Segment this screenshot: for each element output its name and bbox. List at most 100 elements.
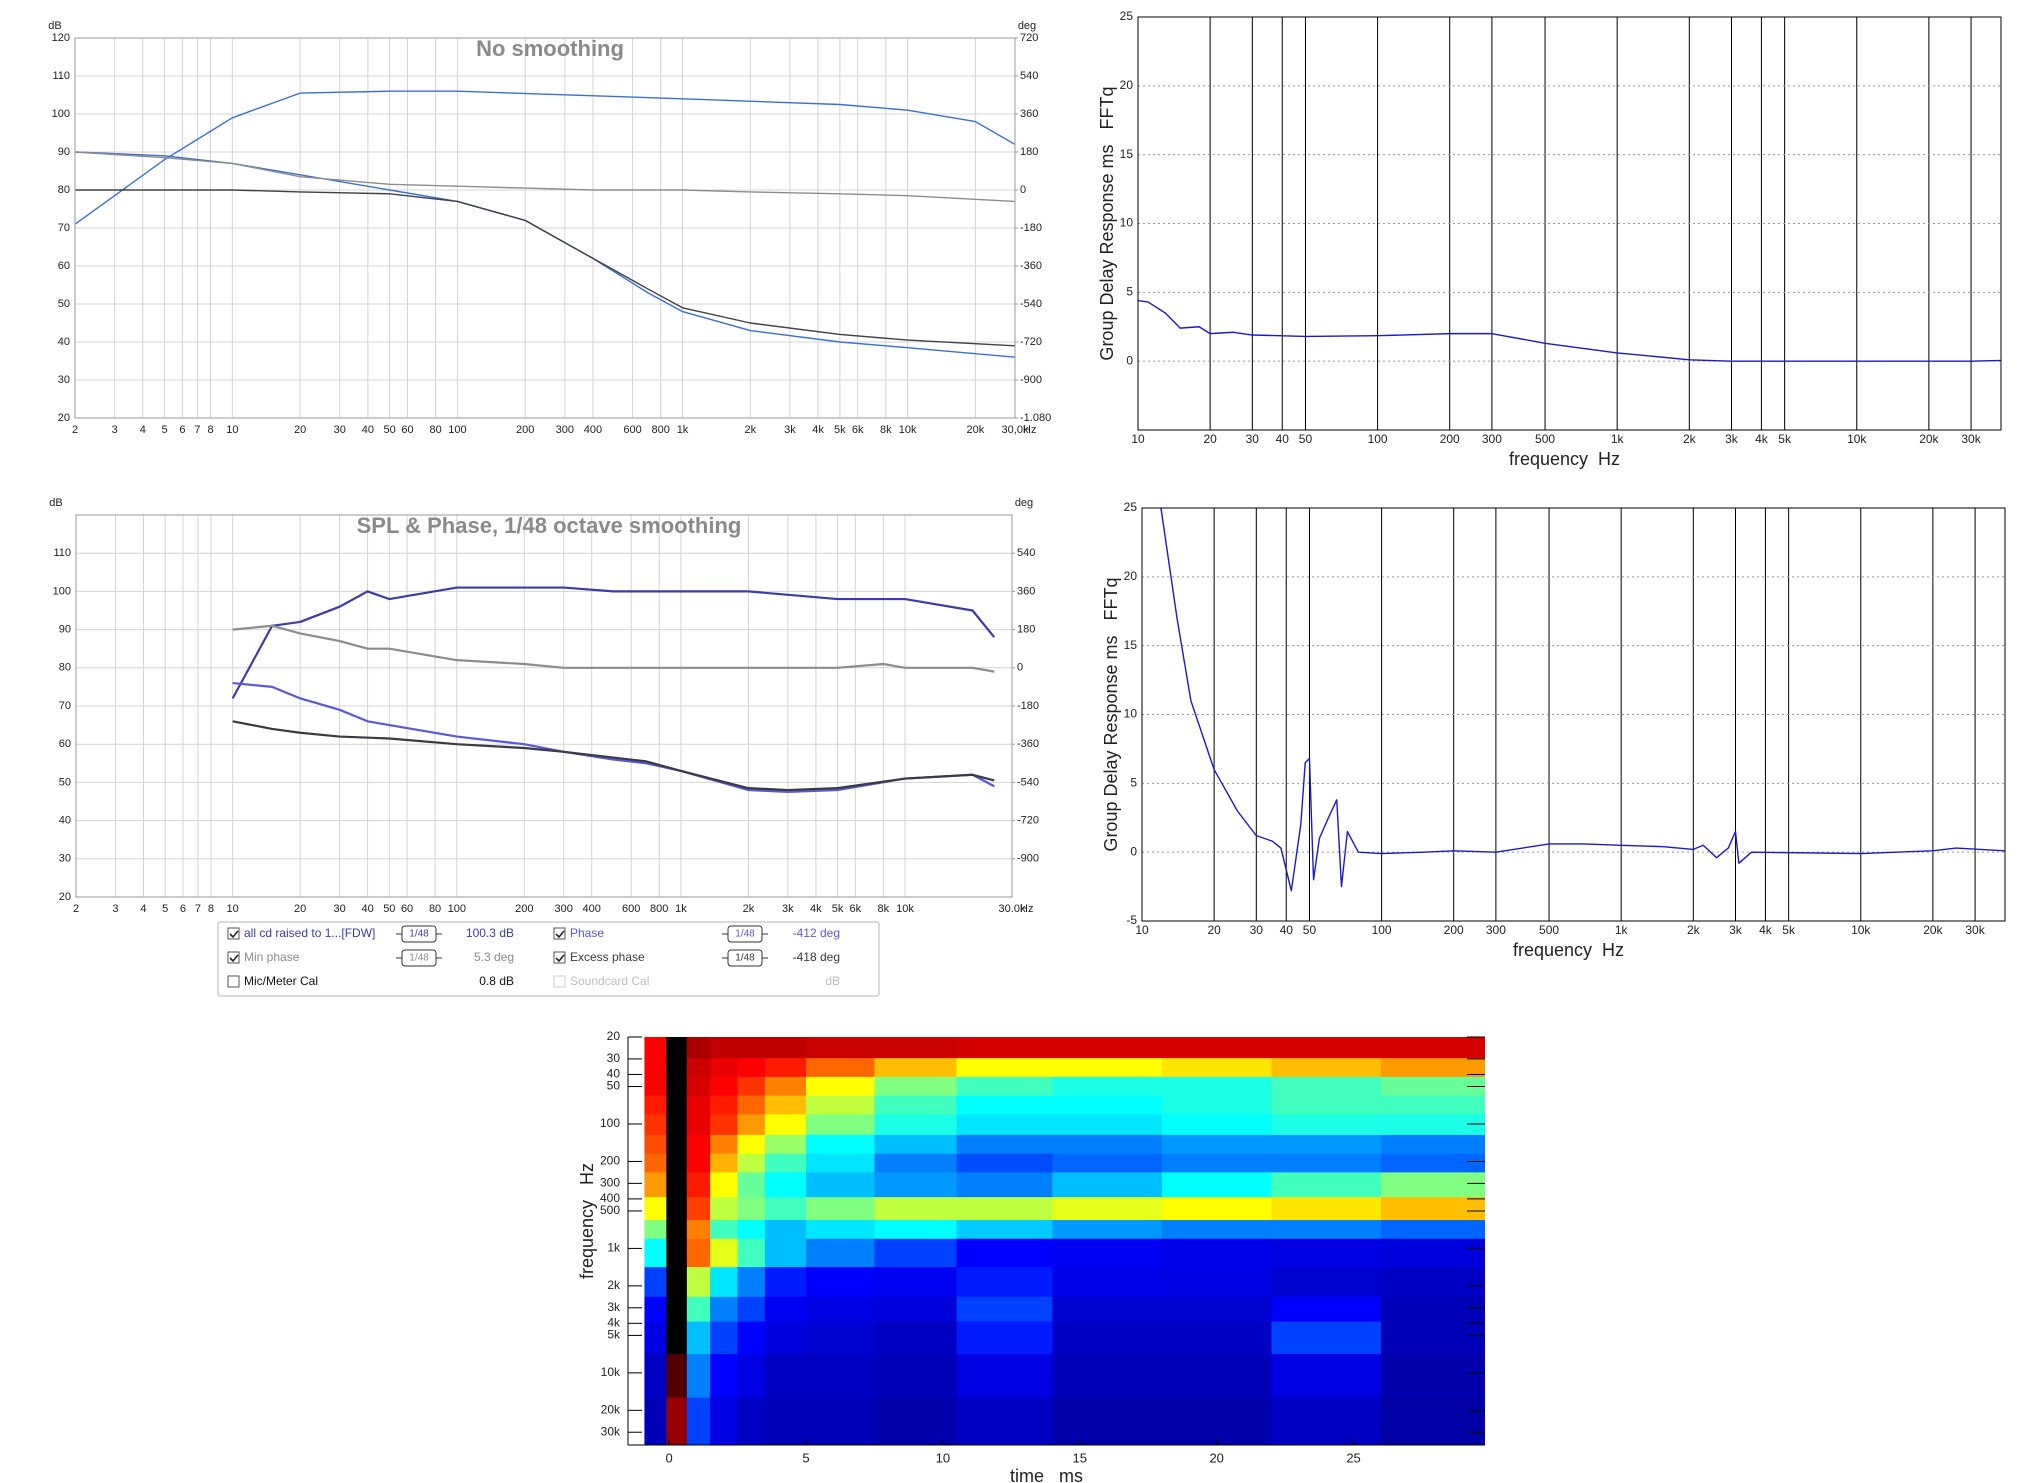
heat-cell <box>764 1354 807 1399</box>
heat-cell <box>956 1197 1053 1221</box>
y-tick-label: 10 <box>1120 216 1134 230</box>
heat-cell <box>1161 1321 1272 1355</box>
heat-cell <box>737 1114 766 1136</box>
heat-cell <box>1161 1095 1272 1115</box>
heat-cell <box>1380 1220 1485 1240</box>
heat-cell <box>956 1172 1053 1198</box>
y-tick-label: 5 <box>1126 285 1133 299</box>
x-tick-label: 10 <box>226 424 238 436</box>
heat-cell <box>1380 1058 1485 1078</box>
heat-cell <box>1052 1267 1163 1298</box>
x-tick-label: 100 <box>448 424 466 436</box>
series-line <box>231 586 996 699</box>
x-tick-label: 50 <box>1303 923 1317 937</box>
heat-cell <box>1271 1354 1382 1399</box>
heat-cell <box>644 1153 667 1173</box>
heat-cell <box>956 1238 1053 1268</box>
legend-checkbox[interactable] <box>553 975 566 988</box>
y2-tick-label: -1.080 <box>1020 412 1051 424</box>
y-tick-label: 60 <box>59 738 71 750</box>
heat-cell <box>710 1037 739 1059</box>
legend-checkbox[interactable] <box>553 951 566 964</box>
heat-cell <box>737 1058 766 1078</box>
heat-cell <box>874 1354 958 1399</box>
legend-checkbox[interactable] <box>227 927 240 940</box>
heat-cell <box>644 1172 667 1198</box>
heat-cell <box>805 1220 875 1240</box>
x-tick-label: 3 <box>112 903 118 915</box>
y-tick-label: 20 <box>58 412 70 424</box>
x-tick-label: 30k <box>1965 923 1985 937</box>
x-tick-label: 800 <box>652 424 670 436</box>
heat-cell <box>1271 1153 1382 1173</box>
legend-label: Mic/Meter Cal <box>244 974 318 988</box>
series-line <box>75 151 1015 203</box>
x-tick-label: 30.0k <box>999 903 1026 915</box>
smoothing-value: 1/48 <box>409 953 429 964</box>
heat-cell <box>666 1354 688 1399</box>
x-tick-label: 2 <box>73 903 79 915</box>
heat-cell <box>1052 1172 1163 1198</box>
heat-cell <box>1271 1321 1382 1355</box>
x-tick-label: 30 <box>333 903 345 915</box>
smoothing-value: 1/48 <box>735 929 755 940</box>
y2-tick-label: 540 <box>1020 70 1038 82</box>
heat-cell <box>666 1095 688 1115</box>
heat-cell <box>644 1058 667 1078</box>
heat-cell <box>644 1220 667 1240</box>
heat-cell <box>805 1058 875 1078</box>
x-tick-label: 300 <box>556 424 574 436</box>
y2-tick-label: -180 <box>1017 700 1039 712</box>
y-tick-label: 10 <box>1124 707 1138 721</box>
x-tick-label: 0 <box>665 1450 672 1465</box>
heat-cell <box>874 1321 958 1355</box>
y-tick-label: 40 <box>59 815 71 827</box>
x-tick-label: 20 <box>1203 432 1217 446</box>
x-tick-label: 4 <box>140 903 146 915</box>
legend-checkbox[interactable] <box>227 975 240 988</box>
chart-title: No smoothing <box>476 36 624 61</box>
heat-cell <box>1052 1238 1163 1268</box>
heat-cell <box>764 1197 807 1221</box>
heat-cell <box>1380 1037 1485 1059</box>
heat-cell <box>1161 1197 1272 1221</box>
x-tick-label: 40 <box>1280 923 1294 937</box>
heat-cell <box>1380 1114 1485 1136</box>
x-tick-label: 10k <box>1851 923 1871 937</box>
series-line <box>75 189 1015 347</box>
heat-cell <box>686 1114 711 1136</box>
x-tick-label: 3 <box>112 424 118 436</box>
x-tick-label: 2 <box>72 424 78 436</box>
y-tick-label: 1k <box>607 1241 621 1255</box>
x-tick-label: 20 <box>1207 923 1221 937</box>
heat-cell <box>1052 1058 1163 1078</box>
plot-frame <box>74 37 1016 419</box>
legend-checkbox[interactable] <box>553 927 566 940</box>
y2-tick-label: -540 <box>1020 298 1042 310</box>
heat-cell <box>1271 1197 1382 1221</box>
x-tick-label: 4k <box>812 424 824 436</box>
heat-cell <box>1380 1134 1485 1155</box>
legend-checkbox[interactable] <box>227 951 240 964</box>
heat-cell <box>874 1267 958 1298</box>
heat-cell <box>686 1296 711 1323</box>
heat-cell <box>710 1321 739 1355</box>
heat-cell <box>1271 1134 1382 1155</box>
heat-cell <box>710 1354 739 1399</box>
x-tick-label: 5k <box>832 903 844 915</box>
heat-cell <box>764 1267 807 1298</box>
y-tick-label: 40 <box>58 336 70 348</box>
legend-readout: dB <box>825 974 840 988</box>
heat-cell <box>764 1058 807 1078</box>
heat-cell <box>956 1153 1053 1173</box>
heat-cell <box>956 1134 1053 1155</box>
y2-tick-label: -540 <box>1017 776 1039 788</box>
heat-cell <box>1052 1321 1163 1355</box>
y-tick-label: 80 <box>59 662 71 674</box>
heat-cell <box>1161 1076 1272 1097</box>
x-tick-label: 5k <box>834 424 846 436</box>
heat-cell <box>1161 1037 1272 1059</box>
x-tick-label: 200 <box>515 903 533 915</box>
heat-cell <box>1380 1321 1485 1355</box>
heat-cell <box>644 1397 667 1445</box>
